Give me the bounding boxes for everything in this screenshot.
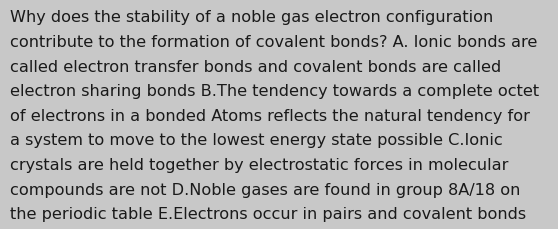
Text: a system to move to the lowest energy state possible C.Ionic: a system to move to the lowest energy st… xyxy=(10,133,503,148)
Text: the periodic table E.Electrons occur in pairs and covalent bonds: the periodic table E.Electrons occur in … xyxy=(10,206,526,221)
Text: contribute to the formation of covalent bonds? A. Ionic bonds are: contribute to the formation of covalent … xyxy=(10,35,537,50)
Text: Why does the stability of a noble gas electron configuration: Why does the stability of a noble gas el… xyxy=(10,10,493,25)
Text: called electron transfer bonds and covalent bonds are called: called electron transfer bonds and coval… xyxy=(10,59,501,74)
Text: crystals are held together by electrostatic forces in molecular: crystals are held together by electrosta… xyxy=(10,157,508,172)
Text: electron sharing bonds B.The tendency towards a complete octet: electron sharing bonds B.The tendency to… xyxy=(10,84,539,99)
Text: of electrons in a bonded Atoms reflects the natural tendency for: of electrons in a bonded Atoms reflects … xyxy=(10,108,530,123)
Text: compounds are not D.Noble gases are found in group 8A/18 on: compounds are not D.Noble gases are foun… xyxy=(10,182,521,197)
